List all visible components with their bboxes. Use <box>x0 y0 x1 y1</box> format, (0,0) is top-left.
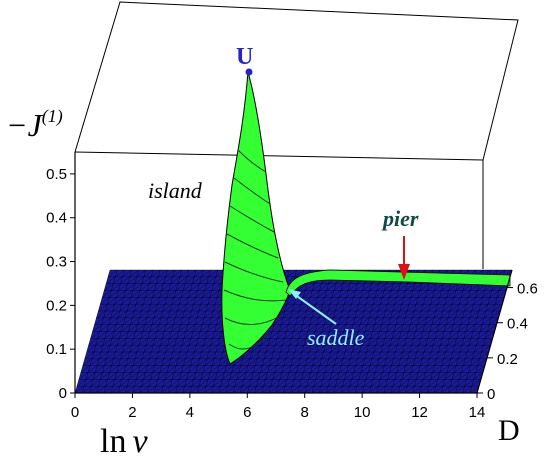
x-tick-label: 14 <box>469 404 486 421</box>
y-tick-label: 0.2 <box>497 351 518 368</box>
z-tick-label: 0.4 <box>46 210 67 227</box>
saddle-label: saddle <box>307 325 365 350</box>
island-contours <box>223 149 287 350</box>
pier-surface <box>285 269 511 297</box>
z-axis-title: −J(1) <box>6 106 63 143</box>
island-surface <box>221 71 291 365</box>
z-tick-label: 0.5 <box>46 166 67 183</box>
axes <box>74 152 513 394</box>
box-front-top <box>74 151 484 161</box>
peak-label: U <box>236 44 253 70</box>
x-tick-label: 12 <box>411 404 428 421</box>
x-tick-label: 10 <box>354 404 371 421</box>
y-tick-label: 0 <box>487 386 495 403</box>
saddle-arrow <box>288 289 337 325</box>
y-ticks: 0 0.2 0.4 0.6 <box>477 281 538 403</box>
peak-marker <box>245 68 253 76</box>
x-tick-label: 8 <box>301 404 309 421</box>
x-tick-label: 2 <box>128 404 136 421</box>
x-ticks: 0 2 4 6 8 10 12 14 <box>71 393 486 421</box>
raised-surface <box>221 71 511 365</box>
x-axis-title: ln ν <box>100 423 148 460</box>
z-tick-label: 0.3 <box>46 254 67 271</box>
base-surface-mesh <box>74 269 513 394</box>
x-tick-label: 4 <box>186 404 194 421</box>
x-tick-label: 0 <box>71 404 79 421</box>
y-axis-title: D <box>498 414 520 447</box>
z-tick-label: 0 <box>59 385 67 402</box>
island-label: island <box>148 178 203 203</box>
z-tick-label: 0.2 <box>46 297 67 314</box>
y-axis-line <box>476 269 513 394</box>
pier-arrow <box>398 236 410 280</box>
pier-label: pier <box>381 206 419 231</box>
x-tick-label: 6 <box>243 404 251 421</box>
y-tick-label: 0.4 <box>507 316 528 333</box>
base-surface <box>74 269 513 394</box>
z-ticks: 0 0.1 0.2 0.3 0.4 0.5 <box>46 166 75 402</box>
y-tick-label: 0.6 <box>517 281 538 298</box>
box-back-edges <box>74 1 519 161</box>
z-tick-label: 0.1 <box>46 341 67 358</box>
